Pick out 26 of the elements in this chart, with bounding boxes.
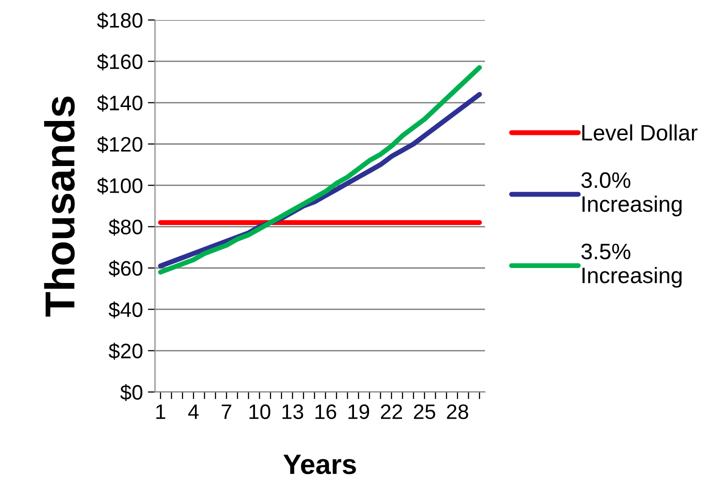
x-tick-label: 16 xyxy=(316,404,336,420)
y-tick-label: $140 xyxy=(97,94,142,112)
x-axis-title: Years xyxy=(283,454,356,474)
x-tick-label: 4 xyxy=(188,404,199,419)
y-tick-label: $0 xyxy=(120,384,142,401)
legend-label: 3.0% Increasing xyxy=(581,172,682,216)
y-tick-label: $180 xyxy=(97,12,142,29)
y-axis-title: Thousands xyxy=(44,96,75,317)
legend-label: Level Dollar xyxy=(582,124,698,141)
y-tick-label: $40 xyxy=(108,301,142,318)
y-tick-label: $120 xyxy=(97,136,142,153)
legend-label: 3.5% Increasing xyxy=(581,244,682,288)
y-tick-label: $100 xyxy=(97,177,142,194)
x-tick-label: 13 xyxy=(282,404,304,420)
x-tick-label: 19 xyxy=(348,404,370,420)
y-tick-label: $60 xyxy=(108,260,142,277)
y-tick-label: $80 xyxy=(108,218,142,236)
x-tick-label: 28 xyxy=(446,404,468,420)
x-tick-label: 10 xyxy=(250,404,270,420)
x-tick-label: 25 xyxy=(414,404,436,420)
x-tick-label: 22 xyxy=(380,404,402,419)
x-tick-label: 7 xyxy=(222,404,232,419)
line-series xyxy=(158,65,482,275)
y-tick-label: $160 xyxy=(97,53,142,70)
x-tick-label: 1 xyxy=(156,404,166,419)
y-tick-label: $20 xyxy=(108,342,142,360)
